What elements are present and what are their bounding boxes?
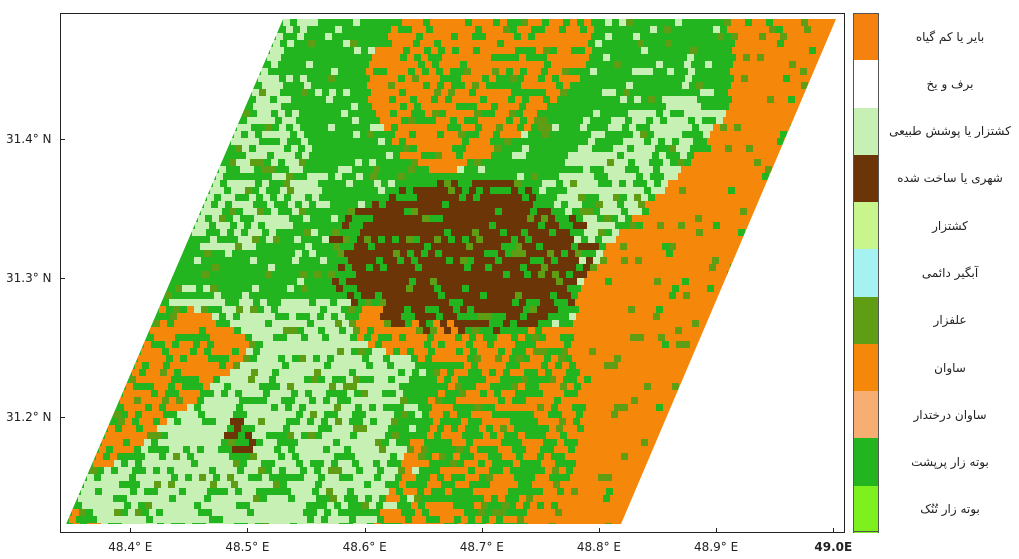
legend-label: بوته زار پرپشت <box>911 455 989 470</box>
legend-label: آبگیر دائمی <box>921 265 979 280</box>
legend-item: ساوان <box>853 343 1019 392</box>
legend-item: آبگیر دائمی <box>853 249 1019 297</box>
legend-swatch <box>853 13 879 61</box>
legend-item: کشتزار یا پوشش طبیعی <box>853 107 1019 155</box>
x-tick-mark <box>598 528 600 533</box>
y-tick-label: 31.4° N <box>6 132 52 147</box>
y-tick-mark <box>60 277 65 279</box>
legend-item: کشتزار <box>853 202 1019 250</box>
legend-label: کشتزار <box>932 218 968 233</box>
legend-label: کشتزار یا پوشش طبیعی <box>889 124 1011 139</box>
legend-swatch <box>853 202 879 250</box>
legend-label: برف و یخ <box>926 76 974 91</box>
y-tick-label: 31.3° N <box>6 270 52 285</box>
legend-item: ساوان درختدار <box>853 391 1019 439</box>
legend-swatch <box>853 249 879 297</box>
legend-item: بایر یا کم گیاه <box>853 13 1019 61</box>
legend-item: برف و یخ <box>853 60 1019 108</box>
y-tick-label: 31.2° N <box>6 409 52 424</box>
x-tick-label: 49.0E <box>814 540 853 554</box>
x-tick-mark <box>833 528 835 533</box>
legend-swatch <box>853 485 879 533</box>
y-tick-mark <box>60 139 65 141</box>
x-tick-mark <box>364 528 366 533</box>
legend-swatch <box>853 391 879 439</box>
legend-label: بوته زار تُنُک <box>920 502 980 517</box>
y-tick-mark <box>60 416 65 418</box>
legend: بایر یا کم گیاه برف و یخ کشتزار یا پوشش طب… <box>853 13 1019 533</box>
legend-label: ساوان <box>934 360 966 375</box>
legend-swatch <box>853 438 879 486</box>
legend-swatch <box>853 343 879 392</box>
land-cover-raster <box>61 14 844 532</box>
legend-label: ساوان درختدار <box>913 407 987 422</box>
legend-item: علفزار <box>853 296 1019 344</box>
x-tick-mark <box>130 528 132 533</box>
x-tick-label: 48.5° E <box>225 540 270 554</box>
x-tick-label: 48.8° E <box>576 540 622 554</box>
x-tick-label: 48.7° E <box>459 540 504 554</box>
legend-swatch <box>853 154 879 203</box>
x-tick-mark <box>247 528 249 533</box>
legend-item: شهری یا ساخت شده <box>853 154 1019 203</box>
legend-item: بوته زار پرپشت <box>853 438 1019 486</box>
x-tick-mark <box>716 528 718 533</box>
legend-swatch <box>853 296 879 344</box>
x-tick-label: 48.4° E <box>108 540 153 554</box>
land-cover-map <box>60 13 845 533</box>
legend-label: شهری یا ساخت شده <box>897 171 1003 186</box>
legend-label: بایر یا کم گیاه <box>915 29 985 44</box>
legend-swatch <box>853 107 879 155</box>
legend-swatch <box>853 60 879 108</box>
legend-label: علفزار <box>933 313 967 328</box>
x-tick-label: 48.6° E <box>342 540 387 554</box>
x-tick-label: 48.9° E <box>694 540 739 554</box>
x-tick-mark <box>481 528 483 533</box>
legend-item: بوته زار تُنُک <box>853 485 1019 533</box>
